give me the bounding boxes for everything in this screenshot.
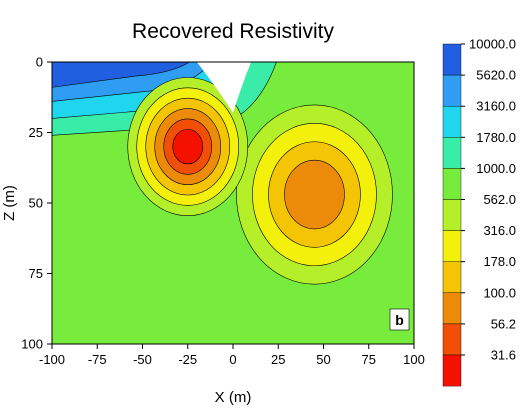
x-tick-label: -25	[178, 352, 197, 367]
y-tick-label: 100	[21, 337, 43, 352]
colorbar-label: 178.0	[483, 254, 516, 269]
topography-notch	[196, 62, 252, 113]
x-tick-label: -75	[88, 352, 107, 367]
colorbar-swatch	[442, 105, 462, 138]
y-tick-label: 75	[29, 266, 43, 281]
colorbar-label: 562.0	[483, 192, 516, 207]
x-tick-label: 0	[229, 352, 236, 367]
panel-label: b	[395, 312, 404, 328]
colorbar-swatch	[442, 74, 462, 107]
x-tick-label: 75	[362, 352, 376, 367]
colorbar-swatch	[442, 261, 462, 294]
anomaly-contour-east	[284, 159, 345, 230]
y-tick-label: 0	[36, 55, 43, 70]
x-tick-label: 50	[316, 352, 330, 367]
colorbar-swatch	[442, 323, 462, 356]
colorbar-label: 3160.0	[476, 99, 516, 114]
x-tick-label: 100	[403, 352, 425, 367]
colorbar-swatch	[442, 292, 462, 325]
colorbar-label: 100.0	[483, 285, 516, 300]
anomaly-contour-west	[172, 128, 204, 165]
colorbar-swatch	[442, 199, 462, 231]
colorbar: 10000.0 5620.0 3160.0 1780.0 1000.0 562.0 316.…	[442, 37, 516, 387]
colorbar-label: 10000.0	[469, 37, 516, 52]
colorbar-label: 316.0	[483, 223, 516, 238]
x-tick-label: -50	[133, 352, 152, 367]
x-axis: -100 -75 -50 -25 0 25 50 75 100	[39, 344, 425, 367]
colorbar-label: 5620.0	[476, 68, 516, 83]
y-tick-label: 25	[29, 125, 43, 140]
x-tick-label: -100	[39, 352, 65, 367]
colorbar-label: 1000.0	[476, 161, 516, 176]
x-tick-label: 25	[271, 352, 285, 367]
colorbar-label: 1780.0	[476, 130, 516, 145]
colorbar-swatch	[442, 168, 462, 200]
colorbar-label: 31.6	[491, 348, 516, 363]
x-axis-label: X (m)	[215, 389, 252, 406]
chart-title: Recovered Resistivity	[132, 20, 334, 43]
colorbar-label: 56.2	[491, 316, 516, 331]
y-tick-label: 50	[29, 196, 43, 211]
y-axis: 0 25 50 75 100	[21, 55, 52, 352]
contour-plot-area	[52, 62, 414, 344]
panel-label-box: b	[389, 308, 410, 331]
colorbar-swatch	[442, 137, 462, 169]
y-axis-label: Z (m)	[1, 185, 18, 221]
colorbar-swatch	[442, 230, 462, 262]
colorbar-swatch	[442, 43, 462, 76]
colorbar-swatch	[442, 354, 462, 387]
